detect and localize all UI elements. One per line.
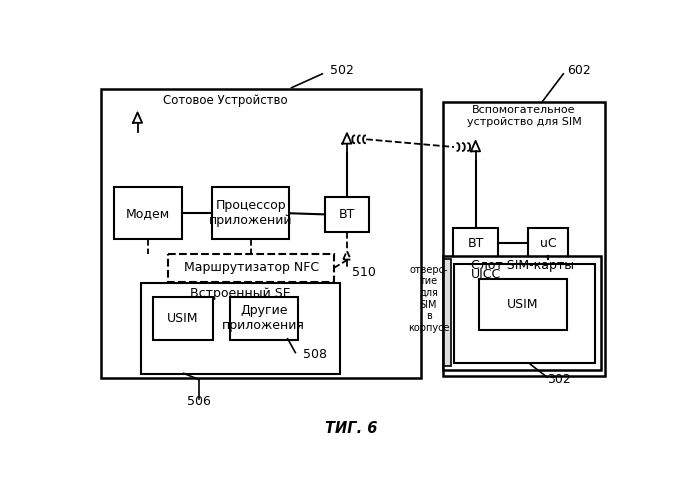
Text: Другие
приложения: Другие приложения [222, 304, 305, 332]
Text: BT: BT [467, 237, 484, 250]
Text: ΤИГ. 6: ΤИГ. 6 [325, 420, 378, 436]
Text: UICC: UICC [471, 268, 501, 281]
Text: 602: 602 [567, 64, 591, 78]
Bar [443, 256, 601, 370]
Text: Слот SIM-карты: Слот SIM-карты [471, 259, 573, 272]
Bar [115, 187, 182, 240]
Text: 502: 502 [330, 64, 353, 78]
Text: 506: 506 [187, 396, 211, 408]
Bar [324, 197, 369, 232]
Bar [479, 280, 567, 330]
Text: 302: 302 [547, 373, 571, 386]
Text: Встроенный SE: Встроенный SE [191, 287, 291, 300]
Bar [102, 90, 421, 378]
Text: USIM: USIM [167, 312, 199, 325]
Bar [453, 228, 498, 258]
Text: Маршрутизатор NFC: Маршрутизатор NFC [184, 262, 319, 274]
Text: 508: 508 [303, 348, 327, 360]
Bar [444, 258, 451, 366]
Text: Модем: Модем [126, 206, 170, 220]
Bar [141, 284, 340, 374]
Bar [212, 187, 289, 240]
Text: USIM: USIM [507, 298, 539, 311]
Bar [528, 228, 568, 258]
Text: BT: BT [339, 208, 355, 221]
Text: Вспомогательное
устройство для SIM: Вспомогательное устройство для SIM [466, 106, 582, 127]
Text: Процессор
приложений: Процессор приложений [209, 199, 292, 227]
Text: uC: uC [540, 237, 556, 250]
Bar [153, 297, 213, 340]
Text: Сотовое Устройство: Сотовое Устройство [163, 94, 287, 108]
Bar [454, 264, 595, 362]
Bar [443, 102, 605, 376]
Text: 510: 510 [352, 266, 376, 279]
Bar [168, 254, 334, 282]
Text: отверс-
тие
для
SIM
в
корпусе: отверс- тие для SIM в корпусе [407, 264, 449, 332]
Bar [230, 297, 298, 340]
